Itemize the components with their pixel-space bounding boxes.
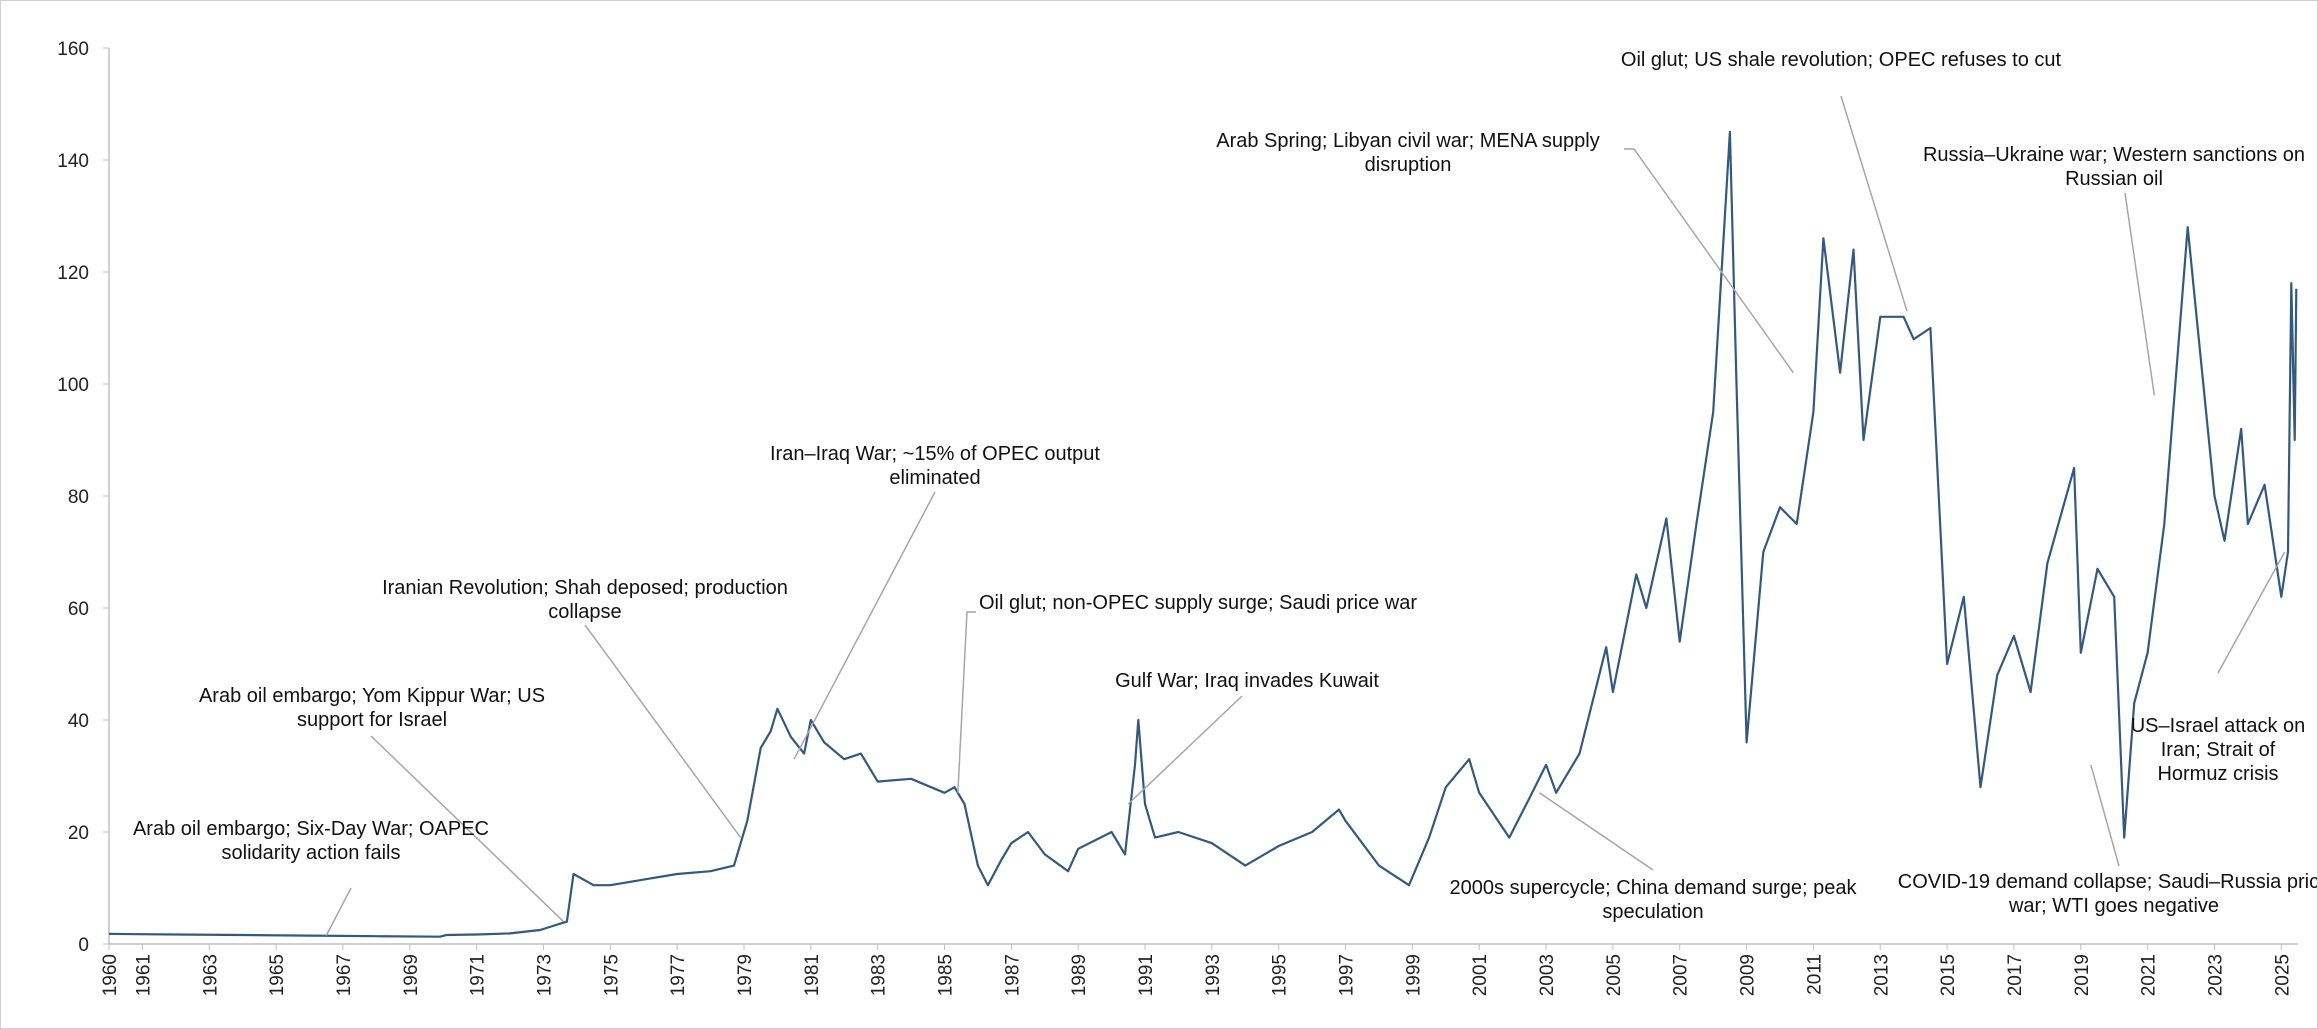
x-tick-label: 2015 bbox=[1938, 954, 1959, 996]
x-tick-label: 1983 bbox=[869, 954, 890, 996]
y-tick-label: 80 bbox=[68, 487, 89, 508]
x-tick-label: 2005 bbox=[1604, 954, 1625, 996]
x-tick-label: 2025 bbox=[2272, 954, 2293, 996]
y-tick-label: 160 bbox=[57, 39, 89, 60]
annotation-leader bbox=[370, 735, 565, 923]
annotation-leader bbox=[957, 611, 976, 793]
x-tick-label: 2003 bbox=[1537, 954, 1558, 996]
x-tick-label: 1991 bbox=[1136, 954, 1157, 996]
annotation: Arab Spring; Libyan civil war; MENA supp… bbox=[1216, 130, 1600, 176]
x-tick-label: 2001 bbox=[1470, 954, 1491, 996]
annotation-leader bbox=[584, 624, 742, 839]
x-tick-label: 2021 bbox=[2139, 954, 2160, 996]
price-line bbox=[108, 130, 2298, 938]
annotation-leader bbox=[325, 887, 352, 936]
x-tick-label: 1971 bbox=[468, 954, 489, 996]
x-tick-label: 1969 bbox=[401, 954, 422, 996]
x-tick-label: 1995 bbox=[1270, 954, 1291, 996]
x-tick-label: 1985 bbox=[935, 954, 956, 996]
y-tick-label: 140 bbox=[57, 151, 89, 172]
x-tick-label: 1973 bbox=[534, 954, 555, 996]
annotation: Iran–Iraq War; ~15% of OPEC output elimi… bbox=[770, 443, 1100, 489]
annotation-leader bbox=[793, 491, 936, 760]
x-tick-label: 1987 bbox=[1002, 954, 1023, 996]
y-tick-label: 20 bbox=[68, 823, 89, 844]
y-tick-label: 0 bbox=[78, 935, 89, 956]
x-tick-label: 1999 bbox=[1403, 954, 1424, 996]
y-tick-label: 120 bbox=[57, 263, 89, 284]
annotation: Oil glut; US shale revolution; OPEC refu… bbox=[1620, 49, 2062, 71]
annotation-leader bbox=[1840, 95, 1908, 312]
x-tick-label: 2017 bbox=[2005, 954, 2026, 996]
x-tick-label: 2023 bbox=[2205, 954, 2226, 996]
x-tick-label: 1993 bbox=[1203, 954, 1224, 996]
x-tick-label: 2011 bbox=[1804, 954, 1825, 995]
x-tick-label: 1997 bbox=[1337, 954, 1358, 996]
y-tick-label: 40 bbox=[68, 711, 89, 732]
x-tick-label: 2013 bbox=[1871, 954, 1892, 996]
x-tick-label: 1965 bbox=[267, 954, 288, 996]
annotation: COVID-19 demand collapse; Saudi–Russia p… bbox=[1897, 871, 2318, 917]
x-tick-label: 1975 bbox=[601, 954, 622, 996]
x-tick-label: 1979 bbox=[735, 954, 756, 996]
x-tick-label: 1989 bbox=[1069, 954, 1090, 996]
annotation: Oil glut; non-OPEC supply surge; Saudi p… bbox=[979, 592, 1417, 614]
annotation-leader bbox=[2217, 551, 2286, 674]
x-tick-label: 2007 bbox=[1671, 954, 1692, 996]
annotation: Iranian Revolution; Shah deposed; produc… bbox=[382, 577, 788, 623]
x-tick-label: 1961 bbox=[133, 954, 154, 996]
x-tick-label: 2009 bbox=[1738, 954, 1759, 996]
annotation: Arab oil embargo; Six-Day War; OAPEC sol… bbox=[132, 818, 490, 864]
y-tick-label: 60 bbox=[68, 599, 89, 620]
annotation-leader bbox=[1538, 792, 1654, 871]
x-tick-label: 1967 bbox=[334, 954, 355, 996]
annotation: Russia–Ukraine war; Western sanctions on… bbox=[1922, 144, 2306, 190]
x-tick-label: 1981 bbox=[802, 954, 823, 996]
x-tick-label: 1963 bbox=[200, 954, 221, 996]
y-tick-label: 100 bbox=[57, 375, 89, 396]
annotation: Arab oil embargo; Yom Kippur War; US sup… bbox=[198, 685, 546, 731]
annotation-leader bbox=[1127, 695, 1243, 805]
annotation: Gulf War; Iraq invades Kuwait bbox=[1115, 670, 1379, 692]
x-tick-label: 1960 bbox=[100, 954, 121, 996]
x-tick-label: 1977 bbox=[668, 954, 689, 996]
annotation-leader bbox=[2090, 764, 2120, 867]
annotation-leader bbox=[1624, 148, 1794, 374]
annotation: US–Israel attack on Iran; Strait of Horm… bbox=[2130, 715, 2306, 785]
x-tick-label: 2019 bbox=[2072, 954, 2093, 996]
annotation: 2000s supercycle; China demand surge; pe… bbox=[1449, 877, 1857, 923]
annotation-leader bbox=[2124, 192, 2156, 396]
